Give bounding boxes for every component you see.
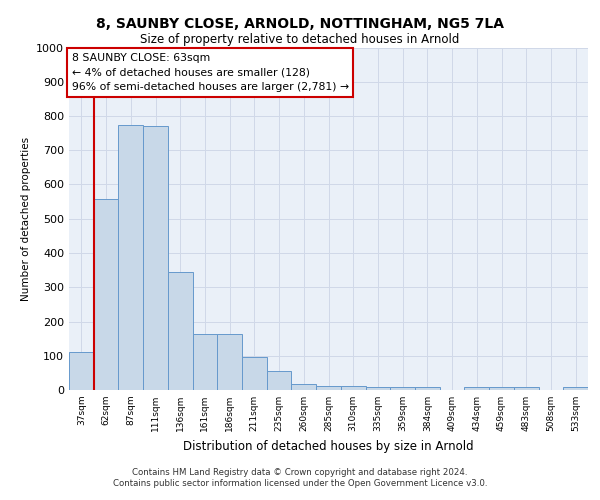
Bar bbox=[341, 386, 365, 390]
Bar bbox=[267, 371, 292, 390]
Bar bbox=[217, 334, 242, 390]
Y-axis label: Number of detached properties: Number of detached properties bbox=[20, 136, 31, 301]
Bar bbox=[365, 386, 390, 390]
Bar bbox=[390, 386, 415, 390]
Bar bbox=[489, 388, 514, 390]
X-axis label: Distribution of detached houses by size in Arnold: Distribution of detached houses by size … bbox=[183, 440, 474, 452]
Bar bbox=[242, 358, 267, 390]
Bar bbox=[464, 388, 489, 390]
Text: 8, SAUNBY CLOSE, ARNOLD, NOTTINGHAM, NG5 7LA: 8, SAUNBY CLOSE, ARNOLD, NOTTINGHAM, NG5… bbox=[96, 18, 504, 32]
Bar bbox=[168, 272, 193, 390]
Bar bbox=[514, 388, 539, 390]
Bar bbox=[94, 199, 118, 390]
Bar bbox=[563, 386, 588, 390]
Bar bbox=[143, 126, 168, 390]
Text: 8 SAUNBY CLOSE: 63sqm
← 4% of detached houses are smaller (128)
96% of semi-deta: 8 SAUNBY CLOSE: 63sqm ← 4% of detached h… bbox=[71, 52, 349, 92]
Text: Contains HM Land Registry data © Crown copyright and database right 2024.
Contai: Contains HM Land Registry data © Crown c… bbox=[113, 468, 487, 487]
Bar bbox=[118, 124, 143, 390]
Bar bbox=[316, 386, 341, 390]
Bar bbox=[292, 384, 316, 390]
Text: Size of property relative to detached houses in Arnold: Size of property relative to detached ho… bbox=[140, 32, 460, 46]
Bar bbox=[193, 334, 217, 390]
Bar bbox=[415, 388, 440, 390]
Bar bbox=[69, 352, 94, 390]
